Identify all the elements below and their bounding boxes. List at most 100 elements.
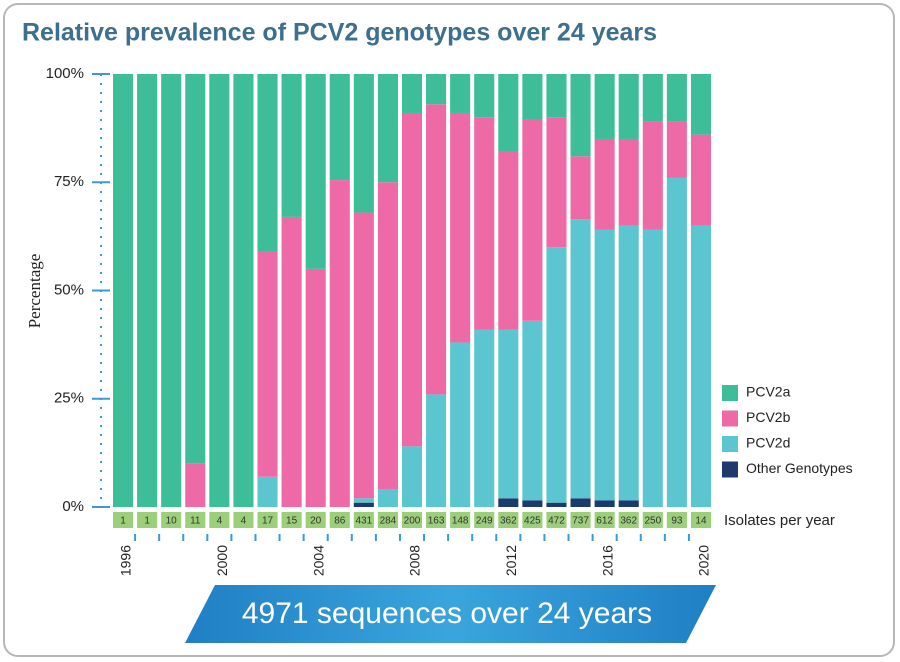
- isolates-box: [281, 512, 302, 528]
- bar-segment: [642, 74, 663, 122]
- bar-segment: [281, 216, 302, 507]
- legend-label: PCV2b: [746, 409, 791, 425]
- isolates-value: 148: [452, 516, 469, 527]
- isolates-box: [377, 512, 398, 528]
- isolates-value: 284: [380, 516, 397, 527]
- bar-segment: [401, 112, 423, 447]
- bar-segment: [690, 225, 711, 508]
- legend-swatch: [722, 385, 738, 401]
- bar-segment: [522, 500, 543, 507]
- isolates-value: 362: [500, 516, 517, 527]
- bar-segment: [594, 138, 615, 230]
- legend-swatch: [722, 461, 738, 478]
- isolates-box: [305, 512, 326, 528]
- legend-swatch: [722, 410, 738, 427]
- bar-segment: [353, 502, 374, 507]
- isolates-box: [185, 512, 206, 528]
- bar-segment: [546, 247, 567, 503]
- legend-swatch: [722, 436, 738, 452]
- bar-segment: [377, 489, 398, 507]
- bar-segment: [233, 74, 254, 507]
- bar-segment: [474, 329, 495, 507]
- bar-segment: [666, 177, 687, 508]
- bar-segment: [666, 121, 687, 178]
- isolates-value: 86: [334, 516, 346, 527]
- isolates-value: 4: [217, 516, 223, 527]
- isolates-box: [161, 512, 182, 528]
- bar-segment: [570, 74, 591, 157]
- isolates-value: 472: [548, 516, 565, 527]
- bar-segment: [329, 180, 350, 507]
- isolates-label: Isolates per year: [724, 512, 835, 529]
- isolates-value: 15: [286, 516, 298, 527]
- bar-segment: [594, 74, 615, 139]
- isolates-value: 163: [428, 516, 445, 527]
- banner-text: 4971 sequences over 24 years: [242, 597, 652, 630]
- bar-segment: [401, 446, 423, 507]
- bar-segment: [426, 104, 447, 395]
- isolates-value: 1: [120, 516, 126, 527]
- isolates-box: [137, 512, 158, 528]
- isolates-box: [209, 512, 230, 528]
- bar-segment: [618, 74, 639, 139]
- bar-segment: [450, 74, 471, 113]
- isolates-box: [498, 512, 519, 528]
- bar-segment: [209, 74, 230, 507]
- bar-segment: [474, 117, 495, 330]
- bar-segment: [113, 74, 134, 507]
- isolates-box: [233, 512, 254, 528]
- bar-segment: [305, 268, 326, 507]
- bar-segment: [329, 74, 350, 181]
- bar-segment: [498, 151, 519, 330]
- bar-segment: [570, 498, 591, 507]
- isolates-box: [690, 512, 711, 528]
- isolates-box: [666, 512, 687, 528]
- isolates-box: [522, 512, 543, 528]
- y-tick-label: 100%: [46, 65, 84, 82]
- y-tick-label: 50%: [54, 281, 84, 298]
- isolates-box: [618, 512, 639, 528]
- bar-segment: [546, 502, 567, 507]
- isolates-box: [546, 512, 567, 528]
- isolates-value: 20: [310, 516, 322, 527]
- bar-segment: [618, 225, 639, 501]
- isolates-value: 17: [262, 516, 274, 527]
- bar-segment: [185, 463, 206, 507]
- bar-segment: [642, 229, 663, 507]
- isolates-box: [353, 512, 374, 528]
- isolates-box: [450, 512, 471, 528]
- bar-segment: [353, 212, 374, 499]
- chart-title: Relative prevalence of PCV2 genotypes ov…: [22, 19, 657, 47]
- bar-segment: [594, 229, 615, 501]
- bar-segment: [426, 74, 447, 105]
- isolates-value: 10: [166, 516, 178, 527]
- y-axis-label: Percentage: [25, 254, 44, 329]
- x-tick-label: 2012: [503, 545, 519, 576]
- bar-segment: [498, 329, 519, 499]
- bar-segment: [690, 74, 711, 135]
- x-tick-label: 2004: [310, 545, 326, 576]
- isolates-box: [113, 512, 134, 528]
- bar-segment: [281, 74, 302, 217]
- isolates-box: [570, 512, 591, 528]
- isolates-value: 1: [144, 516, 150, 527]
- isolates-value: 362: [620, 516, 637, 527]
- bar-segment: [522, 320, 543, 501]
- isolates-value: 14: [695, 516, 707, 527]
- bar-segment: [546, 117, 567, 248]
- x-tick-label: 1996: [118, 545, 134, 576]
- bar-segment: [666, 74, 687, 122]
- bar-segment: [353, 498, 374, 503]
- x-tick-label: 2016: [599, 545, 615, 576]
- bar-segment: [161, 74, 182, 507]
- y-tick-label: 25%: [54, 390, 84, 407]
- x-tick-label: 2020: [696, 545, 712, 576]
- isolates-box: [401, 512, 423, 528]
- bar-segment: [401, 74, 423, 113]
- isolates-value: 612: [596, 516, 613, 527]
- bar-segment: [522, 119, 543, 321]
- legend-label: PCV2d: [746, 435, 790, 451]
- bar-segment: [642, 121, 663, 230]
- x-tick-label: 2008: [407, 545, 423, 576]
- bar-segment: [618, 138, 639, 226]
